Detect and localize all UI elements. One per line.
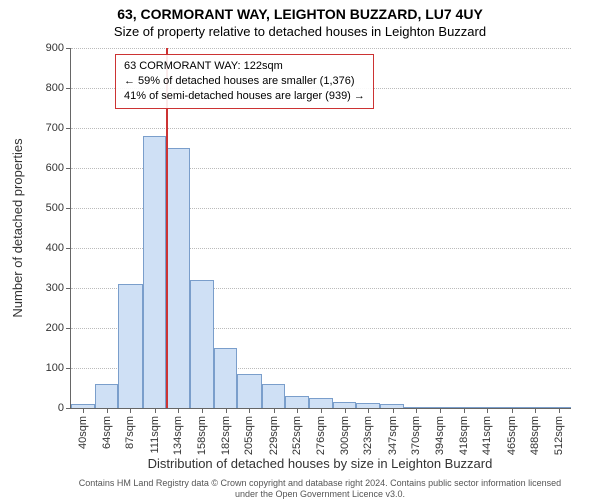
x-axis-label: Distribution of detached houses by size … bbox=[70, 456, 570, 471]
plot-area: 63 CORMORANT WAY: 122sqm ← 59% of detach… bbox=[70, 48, 571, 409]
y-tick-label: 900 bbox=[34, 42, 64, 54]
x-tick-label: 64sqm bbox=[101, 416, 113, 449]
x-tick-mark bbox=[107, 408, 108, 413]
x-tick-label: 323sqm bbox=[362, 416, 374, 455]
histogram-bar bbox=[237, 374, 261, 408]
x-tick-label: 394sqm bbox=[434, 416, 446, 455]
x-tick-label: 87sqm bbox=[124, 416, 136, 449]
y-tick-label: 100 bbox=[34, 362, 64, 374]
x-tick-mark bbox=[345, 408, 346, 413]
histogram-bar bbox=[285, 396, 309, 408]
x-tick-label: 512sqm bbox=[553, 416, 565, 455]
histogram-bar bbox=[95, 384, 118, 408]
annotation-box: 63 CORMORANT WAY: 122sqm ← 59% of detach… bbox=[115, 54, 374, 109]
annotation-line-3: 41% of semi-detached houses are larger (… bbox=[124, 89, 365, 104]
x-tick-label: 418sqm bbox=[458, 416, 470, 455]
histogram-bar bbox=[262, 384, 285, 408]
x-tick-label: 40sqm bbox=[77, 416, 89, 449]
y-tick-label: 200 bbox=[34, 322, 64, 334]
y-tick-mark bbox=[66, 328, 71, 329]
x-tick-label: 229sqm bbox=[268, 416, 280, 455]
histogram-bar bbox=[214, 348, 237, 408]
y-tick-label: 500 bbox=[34, 202, 64, 214]
x-tick-mark bbox=[535, 408, 536, 413]
x-tick-label: 465sqm bbox=[506, 416, 518, 455]
x-tick-mark bbox=[297, 408, 298, 413]
y-tick-mark bbox=[66, 48, 71, 49]
histogram-bar bbox=[143, 136, 166, 408]
x-tick-label: 370sqm bbox=[410, 416, 422, 455]
x-tick-mark bbox=[130, 408, 131, 413]
y-tick-label: 800 bbox=[34, 82, 64, 94]
x-tick-mark bbox=[464, 408, 465, 413]
x-tick-mark bbox=[393, 408, 394, 413]
x-tick-mark bbox=[512, 408, 513, 413]
x-tick-label: 441sqm bbox=[481, 416, 493, 455]
y-tick-label: 700 bbox=[34, 122, 64, 134]
chart-subtitle: Size of property relative to detached ho… bbox=[0, 22, 600, 39]
y-tick-mark bbox=[66, 248, 71, 249]
histogram-bar bbox=[166, 148, 190, 408]
y-tick-mark bbox=[66, 208, 71, 209]
x-tick-mark bbox=[83, 408, 84, 413]
y-tick-label: 600 bbox=[34, 162, 64, 174]
y-tick-mark bbox=[66, 408, 71, 409]
property-size-chart: 63, CORMORANT WAY, LEIGHTON BUZZARD, LU7… bbox=[0, 0, 600, 500]
x-tick-mark bbox=[559, 408, 560, 413]
annotation-line-1: 63 CORMORANT WAY: 122sqm bbox=[124, 59, 365, 74]
attribution-text: Contains HM Land Registry data © Crown c… bbox=[70, 478, 570, 500]
y-tick-mark bbox=[66, 128, 71, 129]
x-tick-label: 300sqm bbox=[339, 416, 351, 455]
y-tick-mark bbox=[66, 168, 71, 169]
x-tick-label: 276sqm bbox=[315, 416, 327, 455]
histogram-bar bbox=[118, 284, 142, 408]
x-tick-label: 488sqm bbox=[529, 416, 541, 455]
x-tick-mark bbox=[178, 408, 179, 413]
y-tick-label: 0 bbox=[34, 402, 64, 414]
histogram-bar bbox=[190, 280, 214, 408]
y-tick-mark bbox=[66, 88, 71, 89]
x-tick-mark bbox=[416, 408, 417, 413]
y-tick-label: 300 bbox=[34, 282, 64, 294]
x-tick-mark bbox=[155, 408, 156, 413]
histogram-bar bbox=[309, 398, 333, 408]
x-tick-label: 205sqm bbox=[243, 416, 255, 455]
x-tick-mark bbox=[368, 408, 369, 413]
x-tick-mark bbox=[274, 408, 275, 413]
x-tick-label: 111sqm bbox=[149, 416, 161, 454]
x-tick-label: 158sqm bbox=[196, 416, 208, 455]
x-tick-label: 252sqm bbox=[291, 416, 303, 455]
x-tick-mark bbox=[249, 408, 250, 413]
y-tick-mark bbox=[66, 288, 71, 289]
x-tick-mark bbox=[202, 408, 203, 413]
y-axis-label: Number of detached properties bbox=[10, 138, 25, 317]
annotation-line-2: ← 59% of detached houses are smaller (1,… bbox=[124, 74, 365, 89]
x-tick-mark bbox=[440, 408, 441, 413]
x-tick-label: 134sqm bbox=[172, 416, 184, 455]
x-tick-label: 347sqm bbox=[387, 416, 399, 455]
x-tick-mark bbox=[226, 408, 227, 413]
x-tick-mark bbox=[487, 408, 488, 413]
x-tick-mark bbox=[321, 408, 322, 413]
x-tick-label: 182sqm bbox=[220, 416, 232, 455]
chart-title: 63, CORMORANT WAY, LEIGHTON BUZZARD, LU7… bbox=[0, 0, 600, 22]
y-tick-label: 400 bbox=[34, 242, 64, 254]
y-tick-mark bbox=[66, 368, 71, 369]
